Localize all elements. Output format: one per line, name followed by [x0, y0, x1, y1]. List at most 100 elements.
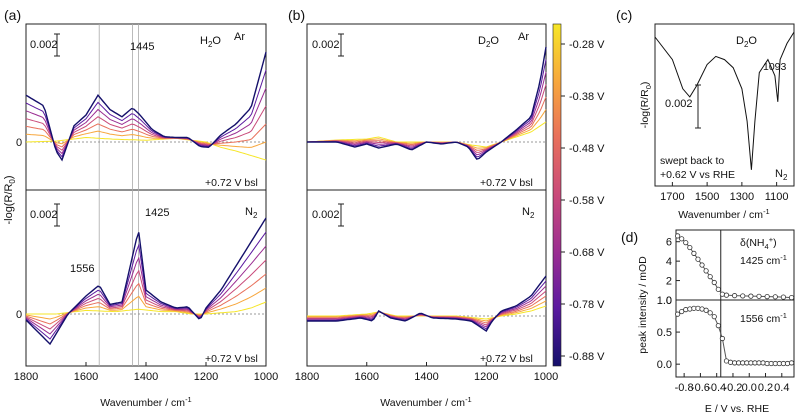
panel-a-solvent: H2O	[200, 35, 221, 49]
panel-b-x-axis-label: Wavenumber / cm-1	[380, 395, 471, 409]
panel-b-bottom-scale-label: 0.002	[312, 209, 340, 221]
colorbar-label-1: -0.38 V	[569, 91, 605, 103]
panel-a-top-series-m038V	[25, 130, 267, 148]
panel-d-top-point-10	[715, 286, 721, 292]
panel-b-x-tick-label-1600: 1600	[355, 371, 379, 383]
panel-d-top-point-19	[780, 294, 787, 300]
panel-d-top-y-tick-label-4: 4	[666, 256, 672, 268]
panel-d-y-axis-label: peak intensity / mOD	[637, 256, 649, 354]
panel-c-note-line2: +0.62 V vs RHE	[660, 169, 735, 181]
panel-a-x-axis-label: Wavenumber / cm-1	[100, 395, 191, 409]
panel-d-bottom-point-5	[695, 305, 701, 311]
panel-d-bottom-point-27	[784, 360, 791, 367]
panel-d-top-point-1	[679, 236, 685, 242]
panel-c-x-tick-label-1100: 1100	[765, 191, 789, 203]
panel-a: 0 0 0.002 0.002 H2O Ar N2 1445 1556 1425…	[14, 23, 278, 409]
panel-a-bottom-bsl: +0.72 V bsl	[205, 353, 258, 365]
panel-d-x-tick-label--0.4: -0.4	[707, 382, 726, 394]
panel-d-bottom-label: 1556 cm-1	[740, 311, 787, 325]
panel-d-bottom-point-3	[687, 306, 693, 312]
colorbar-label-3: -0.58 V	[569, 195, 605, 207]
colorbar-label-6: -0.88 V	[569, 351, 605, 363]
panel-a-top-scale-label: 0.002	[30, 39, 58, 51]
panel-d-bottom-point-10	[715, 323, 721, 329]
panel-c: -log(R/R0) D2O 1093 0.002 swept back to …	[639, 23, 795, 221]
panel-a-top-scale-bar	[54, 33, 60, 57]
panel-a-top-series-m028V	[25, 136, 267, 161]
panel-a-top-series-m058V	[25, 105, 267, 151]
panel-c-gas-n2: N2	[775, 168, 788, 182]
panel-b-x-tick-label-1200: 1200	[474, 371, 498, 383]
panel-d-bottom-point-9	[711, 314, 717, 320]
colorbar-label-4: -0.68 V	[569, 247, 605, 259]
panel-b-gas-n2: N2	[522, 206, 535, 220]
panel-a-gas-n2: N2	[245, 206, 258, 220]
panel-c-letter: (c)	[616, 7, 632, 23]
panel-d-x-axis-label: E / V vs. RHE	[705, 403, 769, 415]
panel-d-top-point-7	[703, 268, 709, 274]
panel-c-note-line1: swept back to	[660, 155, 724, 167]
panel-d-bottom-frame	[675, 299, 795, 378]
panel-a-bottom-series-m088V	[25, 217, 267, 346]
panel-d-top-point-12	[723, 292, 730, 298]
panel-d-top-point-0	[675, 233, 681, 239]
panel-c-scale-bar	[695, 84, 701, 129]
panel-a-top-bsl: +0.72 V bsl	[205, 177, 258, 189]
panel-d-x-tick-label--0.2: -0.2	[723, 382, 742, 394]
panel-a-bottom-scale-bar	[54, 203, 60, 227]
panel-d-bottom-y-tick-label-1: 1.0	[657, 295, 672, 307]
panel-d-x-tick-label-0.4: 0.4	[774, 382, 789, 394]
panel-d-x-tick-label-0: 0.0	[742, 382, 757, 394]
panel-b-x-tick-label-1800: 1800	[295, 371, 319, 383]
panel-b-x-tick-label-1400: 1400	[414, 371, 438, 383]
panel-b-x-tick-label-1000: 1000	[534, 371, 558, 383]
panel-c-peak-1093: 1093	[763, 61, 787, 73]
panel-d-x-tick-label--0.6: -0.6	[691, 382, 710, 394]
panel-c-x-tick-label-1700: 1700	[660, 191, 684, 203]
panel-d-top-point-2	[683, 240, 689, 246]
panel-a-bottom-series-m028V	[26, 301, 267, 315]
panel-d-top-point-4	[691, 250, 697, 256]
panel-b-solvent: D2O	[478, 35, 499, 49]
panel-d-letter: (d)	[621, 229, 638, 245]
panel-b-top-bsl: +0.72 V bsl	[480, 177, 533, 189]
colorbar: -0.28 V -0.38 V -0.48 V -0.58 V -0.68 V -0.78…	[552, 23, 605, 367]
panel-a-top-zero-label: 0	[16, 137, 22, 149]
panel-d-top-point-14	[740, 293, 746, 299]
panel-d-top-point-9	[711, 279, 717, 286]
panel-a-x-tick-label-1600: 1600	[74, 371, 98, 383]
panel-d-bottom-point-7	[703, 307, 709, 313]
panel-b-bottom-frame	[306, 189, 547, 367]
panel-d-bottom-point-21	[760, 360, 766, 366]
panel-b: 0.002 0.002 D2O Ar N2 +0.72 V bsl +0.72 …	[295, 23, 558, 409]
panel-a-bottom-series-m048V	[25, 273, 267, 325]
panel-a-x-tick-label-1200: 1200	[194, 371, 218, 383]
panel-d-top-sublabel: 1425 cm-1	[740, 253, 787, 267]
panel-a-top-series-m088V	[25, 51, 267, 162]
panel-a-peak-1556: 1556	[70, 263, 94, 275]
panel-d-top-point-17	[764, 293, 770, 300]
panel-c-x-tick-label-1500: 1500	[695, 191, 719, 203]
colorbar-label-5: -0.78 V	[569, 299, 605, 311]
panel-d-bottom-y-tick-label-0.5: 0.5	[657, 327, 672, 339]
panel-b-letter: (b)	[288, 7, 305, 23]
panel-c-y-axis-label: -log(R/R0)	[639, 82, 653, 129]
panel-c-solvent: D2O	[736, 35, 757, 49]
panel-d-top-point-6	[699, 262, 705, 268]
colorbar-label-2: -0.48 V	[569, 143, 605, 155]
panel-b-top-scale-label: 0.002	[312, 39, 340, 51]
panel-b-bottom-series-m088V	[307, 275, 547, 332]
panel-c-scale-label: 0.002	[665, 98, 693, 110]
panel-d-bottom-point-28	[788, 360, 795, 366]
panel-d-top-y-tick-label-2: 2	[666, 276, 672, 288]
panel-a-top-series-m048V	[25, 123, 267, 148]
panel-b-gas-ar: Ar	[518, 31, 529, 43]
panel-a-peak-1445: 1445	[130, 41, 154, 53]
panel-d-bottom-point-0	[675, 311, 681, 317]
panel-d-top-y-tick-label-6: 6	[666, 237, 672, 249]
panel-a-x-tick-label-1800: 1800	[14, 371, 38, 383]
panel-d-top-point-15	[748, 293, 754, 299]
panel-a-letter: (a)	[4, 7, 21, 23]
panel-a-gas-ar: Ar	[234, 31, 245, 43]
panel-a-top-series-m068V	[25, 87, 267, 155]
